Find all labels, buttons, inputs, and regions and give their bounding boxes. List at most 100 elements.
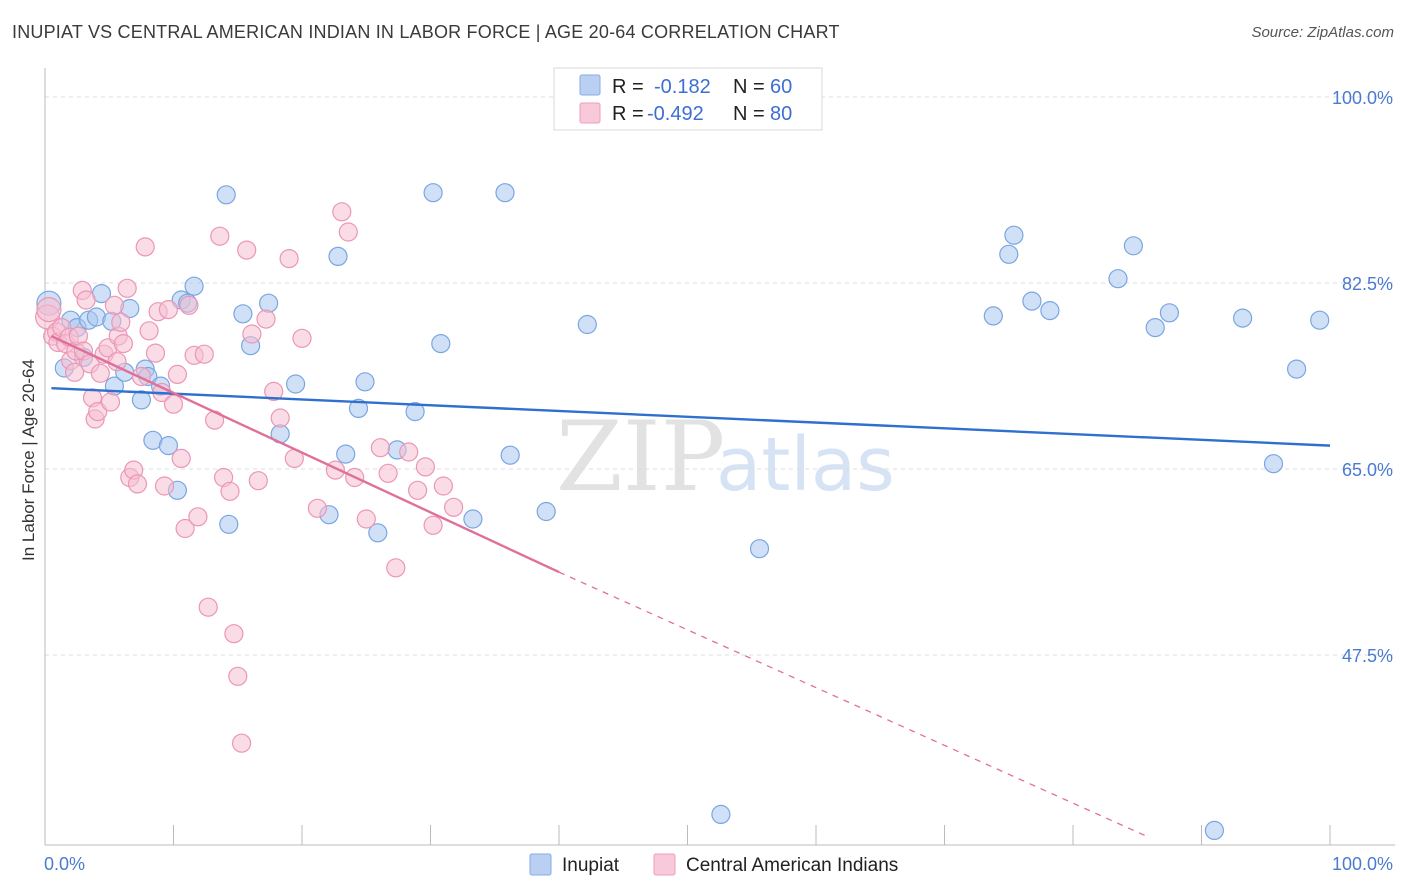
central-american-point xyxy=(378,463,398,483)
stats-r-label-2: R = xyxy=(612,103,644,125)
central-american-point xyxy=(232,733,252,753)
source-credit: Source: ZipAtlas.com xyxy=(1251,24,1394,41)
inupiat-point xyxy=(1263,454,1284,474)
series-legend-label-inupiat: Inupiat xyxy=(562,855,620,876)
inupiat-point xyxy=(1004,225,1024,245)
central-american-point xyxy=(264,381,284,401)
central-american-point xyxy=(154,476,175,496)
y-tick-label: 47.5% xyxy=(1342,646,1393,666)
x-tick-label: 100.0% xyxy=(1332,854,1393,874)
inupiat-point xyxy=(158,436,178,456)
inupiat-point xyxy=(286,374,306,394)
inupiat-point xyxy=(749,539,770,559)
y-tick-label: 100.0% xyxy=(1332,88,1393,108)
inupiat-point xyxy=(1232,308,1253,328)
inupiat-point xyxy=(1022,291,1042,311)
central-american-point xyxy=(270,408,290,428)
central-american-point xyxy=(113,334,134,354)
central-american-point xyxy=(139,321,159,341)
central-american-point xyxy=(210,226,230,246)
inupiat-point xyxy=(1123,236,1144,256)
inupiat-point xyxy=(577,314,597,335)
central-american-point xyxy=(111,312,131,332)
series-legend-swatch-inupiat xyxy=(529,853,552,876)
inupiat-point xyxy=(405,402,425,422)
inupiat-point xyxy=(184,276,204,296)
central-american-point xyxy=(107,352,127,372)
central-american-trend-line xyxy=(50,335,560,574)
x-tick-label: 0.0% xyxy=(44,854,85,874)
inupiat-point xyxy=(711,804,731,825)
y-tick-labels: 47.5% 65.0% 82.5% 100.0% xyxy=(1332,88,1393,666)
inupiat-point xyxy=(355,372,375,392)
inupiat-point xyxy=(328,246,348,266)
central-american-point xyxy=(171,448,191,468)
y-tick-label: 82.5% xyxy=(1342,274,1393,294)
stats-r-label-1: R = xyxy=(612,76,644,98)
central-american-point xyxy=(423,515,443,535)
inupiat-point xyxy=(233,304,253,324)
central-american-point xyxy=(338,222,358,242)
inupiat-point xyxy=(131,390,151,410)
stats-legend: R = -0.182 N = 60 R = -0.492 N = 80 xyxy=(553,67,823,131)
central-american-point xyxy=(104,295,125,315)
central-american-point xyxy=(117,278,137,298)
stats-n-value-1: 60 xyxy=(770,76,792,98)
central-american-point xyxy=(131,366,151,387)
central-american-point xyxy=(248,471,268,491)
gridlines xyxy=(45,96,1395,656)
inupiat-point xyxy=(1286,359,1307,379)
central-american-point xyxy=(127,474,148,494)
central-american-point xyxy=(242,324,262,344)
central-american-point xyxy=(64,362,85,382)
central-american-point xyxy=(90,363,110,383)
watermark-atlas: atlas xyxy=(716,422,895,508)
trend-lines xyxy=(50,335,1331,839)
central-american-point xyxy=(36,297,62,323)
inupiat-point xyxy=(983,306,1003,326)
series-legend-swatch-central-american xyxy=(653,853,676,876)
central-american-point xyxy=(386,558,406,578)
stats-legend-swatch-inupiat xyxy=(579,74,601,96)
central-american-point xyxy=(307,498,327,518)
central-american-point xyxy=(356,509,376,529)
inupiat-point xyxy=(500,445,520,465)
central-american-point xyxy=(76,290,96,310)
central-american-point xyxy=(433,476,453,496)
central-american-point xyxy=(399,442,419,462)
stats-r-value-1: -0.182 xyxy=(654,76,711,98)
stats-n-label-2: N = xyxy=(733,103,765,125)
central-american-point xyxy=(228,666,248,686)
central-american-point xyxy=(188,507,208,527)
central-american-point xyxy=(279,249,299,269)
central-american-point xyxy=(332,202,352,222)
central-american-point xyxy=(135,237,155,257)
stats-n-label-1: N = xyxy=(733,76,765,98)
inupiat-point xyxy=(348,398,369,418)
inupiat-point xyxy=(463,509,483,529)
inupiat-point xyxy=(536,501,556,522)
y-tick-label: 65.0% xyxy=(1342,460,1393,480)
chart-title: INUPIAT VS CENTRAL AMERICAN INDIAN IN LA… xyxy=(12,22,840,42)
central-american-point xyxy=(163,394,184,414)
data-points xyxy=(34,183,1330,841)
inupiat-point xyxy=(495,183,515,203)
central-american-point xyxy=(194,344,214,364)
inupiat-point xyxy=(1108,269,1128,289)
central-american-point xyxy=(88,402,108,422)
inupiat-point xyxy=(1310,310,1330,330)
y-axis-title: In Labor Force | Age 20-64 xyxy=(19,359,38,561)
inupiat-trend-line xyxy=(51,387,1331,447)
central-american-point xyxy=(370,438,390,458)
watermark-zip: ZIP xyxy=(556,401,725,513)
central-american-point xyxy=(179,295,199,315)
central-american-point xyxy=(256,309,276,329)
inupiat-point xyxy=(219,514,239,534)
inupiat-point xyxy=(423,183,443,203)
stats-n-value-2: 80 xyxy=(770,103,792,125)
x-tick-labels: 0.0% 100.0% xyxy=(44,854,1393,874)
central-american-point xyxy=(237,240,257,260)
inupiat-point xyxy=(259,293,279,313)
inupiat-point xyxy=(336,444,356,464)
